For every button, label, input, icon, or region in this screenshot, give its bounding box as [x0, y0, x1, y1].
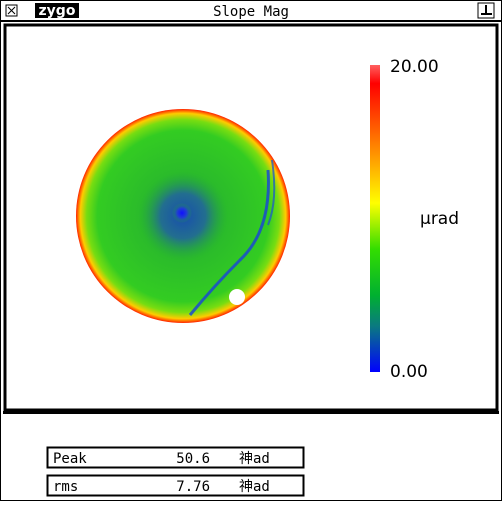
- slope-map: [76, 109, 290, 323]
- window-title: Slope Mag: [213, 4, 289, 20]
- center-spot: [172, 203, 192, 223]
- stat-box: [46, 446, 305, 469]
- stat-box: [46, 474, 305, 497]
- colorbar-unit: µrad: [420, 209, 459, 229]
- colorbar-min: 0.00: [390, 362, 428, 382]
- resize-button[interactable]: [477, 2, 495, 19]
- logo: zygo: [39, 3, 76, 19]
- colorbar-max: 20.00: [390, 57, 439, 77]
- stat-value: 50.6: [176, 451, 210, 467]
- stat-unit: 神ad: [239, 451, 270, 467]
- stat-value: 7.76: [176, 479, 210, 495]
- void-spot: [229, 289, 245, 305]
- resize-icon[interactable]: [481, 5, 492, 15]
- close-icon[interactable]: [7, 6, 16, 15]
- colorbar: [370, 65, 380, 372]
- streak: [267, 159, 276, 226]
- stat-label: rms: [53, 479, 78, 495]
- logo-bg: [35, 3, 79, 18]
- close-button[interactable]: [5, 4, 18, 17]
- stats: Peak 50.6 神ad rms 7.76 神ad: [46, 446, 305, 497]
- streak: [188, 169, 270, 316]
- stat-label: Peak: [53, 451, 87, 467]
- stat-unit: 神ad: [239, 479, 270, 495]
